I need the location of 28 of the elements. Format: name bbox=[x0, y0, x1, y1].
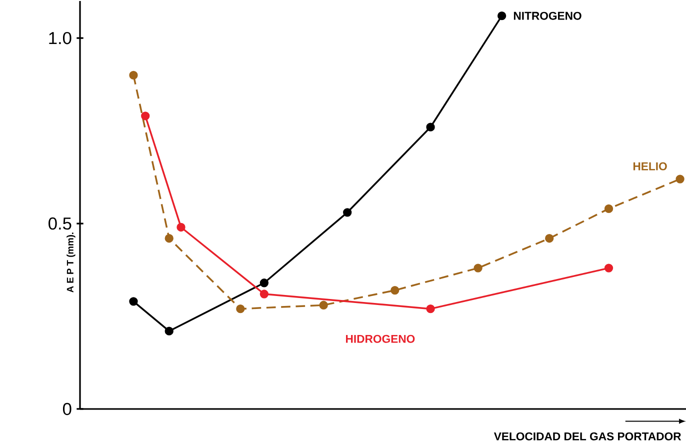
point bbox=[390, 286, 400, 295]
point bbox=[236, 304, 245, 314]
point bbox=[343, 208, 352, 217]
series-label: HELIO bbox=[633, 162, 667, 170]
point bbox=[260, 290, 269, 298]
point bbox=[676, 174, 684, 184]
series-label: NITROGENO bbox=[514, 12, 582, 20]
point bbox=[604, 204, 614, 214]
y-tick-label: 0 bbox=[62, 402, 72, 416]
point bbox=[129, 70, 138, 80]
point bbox=[164, 234, 174, 243]
x-axis-title: VELOCIDAD DEL GAS PORTADOR bbox=[494, 432, 682, 440]
text: HIDROGENO bbox=[346, 334, 415, 343]
y-tick-label: 0.5 bbox=[48, 217, 72, 230]
point bbox=[545, 234, 554, 243]
point bbox=[176, 222, 186, 232]
point bbox=[129, 297, 138, 306]
point bbox=[426, 122, 435, 132]
point bbox=[260, 278, 269, 288]
point bbox=[319, 300, 328, 310]
point bbox=[474, 264, 482, 272]
point bbox=[604, 264, 614, 272]
y-tick-label: 1.0 bbox=[49, 32, 72, 44]
y-axis-title: A E P T (mm). bbox=[66, 232, 76, 292]
point bbox=[426, 304, 435, 314]
point bbox=[141, 112, 150, 120]
point bbox=[164, 326, 174, 336]
point bbox=[497, 11, 506, 20]
